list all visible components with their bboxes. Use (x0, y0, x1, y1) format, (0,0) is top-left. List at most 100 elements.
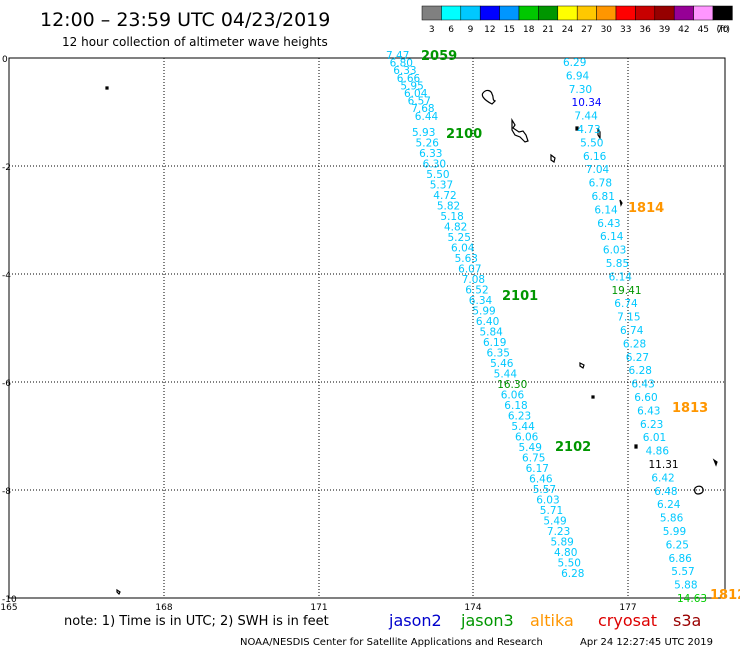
wave-height-value: 14.63 (677, 593, 707, 605)
x-tick-label: 171 (310, 603, 327, 613)
wave-height-value: 6.03 (603, 245, 626, 257)
wave-height-value: 7.44 (574, 111, 598, 123)
wave-height-value: 6.75 (522, 453, 545, 465)
map-frame (8, 57, 726, 599)
legend-swatch (654, 5, 675, 21)
wave-height-value: 5.89 (550, 537, 573, 549)
pass-time-label: 2100 (446, 127, 482, 142)
island-atoll-1 (481, 89, 497, 105)
x-tick-label: 168 (155, 603, 172, 613)
wave-height-value: 5.44 (494, 369, 518, 381)
wave-height-value: 6.48 (654, 486, 677, 498)
wave-height-value: 6.14 (609, 271, 633, 283)
wave-height-value: 6.42 (651, 472, 674, 484)
wave-height-value: 6.04 (451, 243, 475, 255)
wave-height-value: 5.95 (400, 80, 423, 92)
legend-label: 45 (698, 25, 709, 35)
wave-height-value: 6.28 (629, 365, 652, 377)
wave-height-value: 6.40 (476, 316, 499, 328)
wave-height-value: 6.01 (643, 432, 666, 444)
wave-height-value: 6.24 (657, 499, 681, 511)
wave-height-value: 6.46 (529, 474, 553, 486)
island-atoll-4 (575, 126, 579, 131)
wave-height-value: 6.30 (423, 159, 446, 171)
wave-height-value: 5.99 (472, 306, 495, 318)
island-atoll-9 (634, 444, 638, 449)
wave-height-value: 19.41 (611, 285, 641, 297)
pass-time-label: 2102 (555, 440, 591, 455)
wave-height-value: 6.74 (614, 298, 638, 310)
legend-swatch (693, 5, 714, 21)
legend-label: 9 (468, 25, 474, 35)
wave-height-value: 6.06 (501, 390, 525, 402)
legend-swatch (635, 5, 656, 21)
satellite-name: jason3 (460, 611, 514, 630)
wave-height-value: 5.99 (663, 526, 686, 538)
wave-height-value: 6.66 (397, 73, 421, 85)
legend-swatch (460, 5, 481, 21)
wave-height-value: 6.06 (515, 432, 539, 444)
y-tick-label: -10 (2, 595, 17, 605)
wave-height-value: 16.30 (497, 379, 527, 391)
wave-height-value: 5.93 (412, 127, 435, 139)
x-tick-label: 165 (0, 603, 17, 613)
wave-height-value: 7.04 (586, 164, 610, 176)
track-jason3-values: 7.476.806.336.665.956.046.577.686.445.93… (386, 50, 584, 580)
wave-height-value: 7.47 (386, 50, 409, 62)
map-border (8, 57, 726, 599)
legend-swatch (518, 5, 539, 21)
island-nauru (105, 86, 109, 90)
island-atoll-8 (591, 395, 595, 399)
page-subtitle: 12 hour collection of altimeter wave hei… (62, 35, 328, 49)
satellite-name: altika (530, 611, 574, 630)
legend-label: 27 (581, 25, 592, 35)
legend-swatch (441, 5, 462, 21)
island-atoll-3 (550, 153, 556, 163)
y-tick-label: -2 (2, 163, 11, 173)
island-atoll-12 (116, 588, 121, 596)
island-atoll-7 (579, 362, 585, 369)
legend-label: 15 (504, 25, 515, 35)
satellite-name: cryosat (598, 611, 657, 630)
wave-height-value: 5.57 (533, 484, 556, 496)
wave-height-value: 5.37 (430, 180, 453, 192)
wave-height-value: 5.50 (580, 137, 603, 149)
wave-height-value: 6.43 (597, 218, 620, 230)
wave-height-value: 4.72 (433, 190, 456, 202)
wave-height-value: 6.94 (566, 70, 590, 82)
wave-height-value: 10.34 (572, 97, 602, 109)
footer-timestamp: Apr 24 12:27:45 UTC 2019 (580, 637, 713, 648)
wave-height-value: 7.23 (547, 526, 570, 538)
wave-height-value: 5.82 (437, 201, 460, 213)
wave-height-value: 6.43 (631, 379, 654, 391)
wave-height-value: 7.08 (462, 274, 485, 286)
wave-height-value: 7.15 (617, 312, 640, 324)
x-tick-label: 174 (464, 603, 481, 613)
satellite-name: s3a (673, 611, 701, 630)
legend-swatch (615, 5, 636, 21)
wave-height-value: 6.27 (626, 352, 649, 364)
footer-credit: NOAA/NESDIS Center for Satellite Applica… (240, 637, 543, 648)
y-tick-label: -4 (2, 271, 11, 281)
wave-height-value: 6.60 (634, 392, 657, 404)
legend-label: 70 (717, 25, 729, 35)
wave-height-value: 6.43 (637, 405, 660, 417)
wave-height-value: 5.71 (540, 505, 563, 517)
wave-height-value: 11.31 (649, 459, 679, 471)
legend-label: 36 (639, 25, 651, 35)
wave-height-value: 5.44 (511, 421, 535, 433)
island-atoll-10 (694, 485, 704, 495)
wave-height-value: 6.74 (620, 325, 644, 337)
wave-height-value: 6.33 (419, 148, 442, 160)
legend-label: 6 (448, 25, 454, 35)
wave-height-value: 5.25 (448, 232, 471, 244)
wave-height-value: 5.46 (490, 358, 514, 370)
legend-unit: (ft) (716, 25, 730, 35)
wave-height-value: 6.07 (458, 264, 481, 276)
wave-height-value: 7.68 (411, 103, 434, 115)
wave-height-value: 6.18 (504, 400, 527, 412)
wave-height-value: 4.80 (554, 547, 577, 559)
wave-height-value: 6.03 (536, 495, 559, 507)
pass-time-label: 2059 (421, 49, 457, 64)
